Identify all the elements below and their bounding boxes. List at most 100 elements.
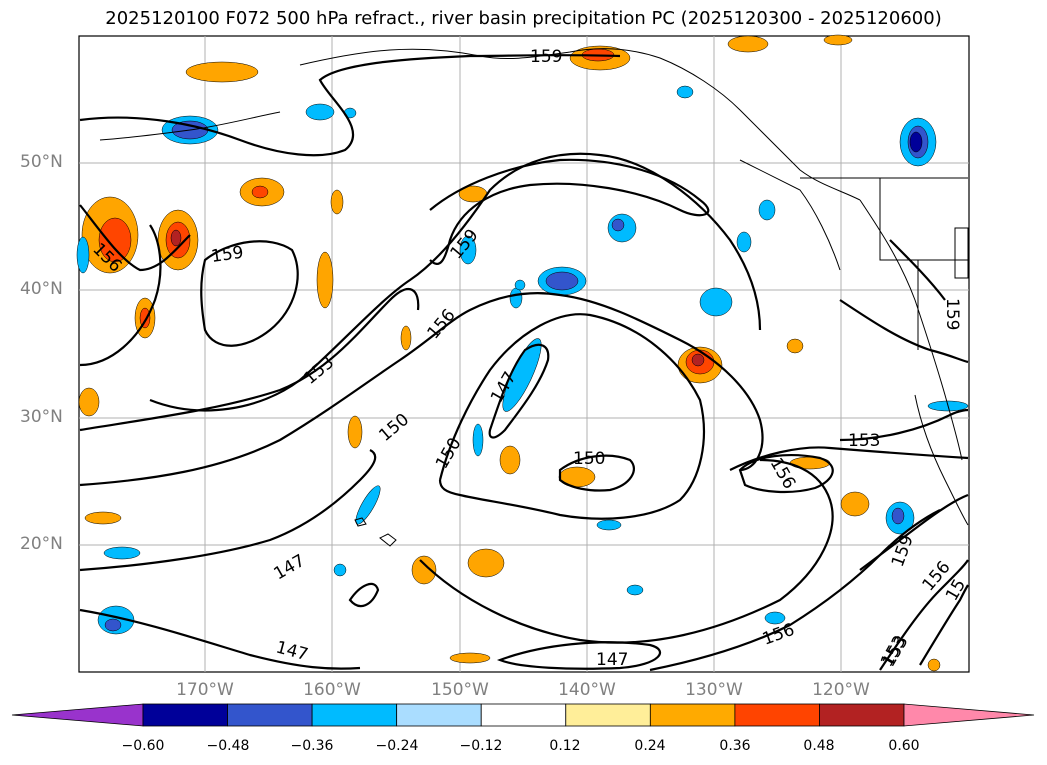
precip-blob xyxy=(76,236,90,274)
precip-blob xyxy=(347,415,363,449)
contour-156-loop xyxy=(738,454,834,494)
lon-label: 150°W xyxy=(431,680,489,700)
contour-147-inner xyxy=(488,343,550,439)
lon-label: 140°W xyxy=(558,680,616,700)
precip-blob xyxy=(736,231,752,253)
contour-159-east-2 xyxy=(889,239,946,301)
precip-blob xyxy=(840,491,870,517)
precip-blob xyxy=(514,279,526,291)
precip-blob xyxy=(333,563,347,577)
na-west-coast xyxy=(859,199,963,461)
precip-positive xyxy=(78,34,941,672)
contour-159-upper xyxy=(429,158,710,265)
aleutian-chain xyxy=(99,111,281,141)
precip-blob xyxy=(758,199,776,221)
precip-blob xyxy=(316,251,334,309)
precip-blob xyxy=(459,235,477,265)
precip-blob xyxy=(611,218,625,232)
contour-156-south xyxy=(649,509,941,672)
contour-153 xyxy=(79,288,420,432)
contour-150-island xyxy=(558,454,635,492)
contour-label: 159 xyxy=(530,47,562,67)
contour-153-south xyxy=(419,458,834,644)
contour-label: 159 xyxy=(210,243,245,267)
precip-blob xyxy=(727,35,769,53)
colorbar-tick: 0.60 xyxy=(888,738,920,754)
precip-blob xyxy=(251,185,269,199)
contour-147-bottom xyxy=(79,608,361,670)
contour-156-west xyxy=(79,224,162,367)
precip-blob xyxy=(509,287,523,309)
lat-label: 30°N xyxy=(20,407,63,427)
precip-blob xyxy=(545,271,579,291)
coastlines xyxy=(99,48,969,547)
precip-blob xyxy=(691,353,705,367)
colorbar-tick: 0.48 xyxy=(803,738,835,754)
colorbar-tick: −0.24 xyxy=(375,738,419,754)
lat-label: 40°N xyxy=(20,279,63,299)
colorbar-tick: 0.24 xyxy=(634,738,666,754)
lon-label: 160°W xyxy=(303,680,361,700)
precip-blob xyxy=(78,387,100,417)
lat-label: 20°N xyxy=(20,534,63,554)
precip-blob xyxy=(596,519,622,531)
contour-153-se xyxy=(879,559,969,671)
precip-blob xyxy=(472,423,484,457)
precip-blob xyxy=(699,287,733,317)
precip-blob xyxy=(823,34,853,46)
contour-150 xyxy=(79,292,764,487)
colorbar-tick: 0.12 xyxy=(549,738,581,754)
precip-blob xyxy=(927,658,941,672)
map-title: 2025120100 F072 500 hPa refract., river … xyxy=(105,8,942,29)
precip-blob xyxy=(84,511,122,525)
contour-159-se xyxy=(859,493,969,571)
contour-label: 153 xyxy=(848,431,880,451)
colorbar-tick: 0.36 xyxy=(719,738,751,754)
precip-blob xyxy=(305,103,335,121)
state-lines-3 xyxy=(954,227,969,279)
contour-147-ellipse xyxy=(496,641,662,670)
precip-blob xyxy=(626,584,644,596)
lon-label: 170°W xyxy=(176,680,234,700)
lon-label: 130°W xyxy=(685,680,743,700)
colorbar-tick: −0.12 xyxy=(459,738,503,754)
lat-label: 50°N xyxy=(20,152,63,172)
precip-blob xyxy=(330,189,344,215)
hawaii-island xyxy=(354,517,367,527)
bc-coast xyxy=(739,159,841,271)
precip-blob xyxy=(411,555,437,585)
precip-blob xyxy=(676,85,694,99)
precip-blob xyxy=(170,229,182,247)
precip-blob xyxy=(891,507,905,525)
precip-blob xyxy=(499,445,521,475)
precip-blob xyxy=(139,307,151,329)
colorbar-tick: −0.48 xyxy=(206,738,250,754)
precip-blob xyxy=(104,618,122,632)
contour-147-south xyxy=(79,449,377,572)
precip-blob xyxy=(764,611,786,625)
precip-blob xyxy=(786,338,804,354)
contour-150-inner xyxy=(438,313,706,520)
precip-blob xyxy=(400,325,412,351)
precip-blob xyxy=(185,61,259,83)
lon-label: 120°W xyxy=(812,680,870,700)
contour-label: 159 xyxy=(942,298,962,330)
hawaii-island xyxy=(379,533,397,547)
alaska-coast xyxy=(299,48,861,201)
baja-coast xyxy=(914,394,969,526)
colorbar-tick: −0.36 xyxy=(290,738,334,754)
contour-153-east xyxy=(839,408,969,442)
contour-156-se xyxy=(919,584,969,666)
precip-blob xyxy=(98,217,132,263)
precip-blob xyxy=(909,131,923,153)
contour-150-east xyxy=(729,446,969,471)
contour-159-east-1 xyxy=(839,299,969,364)
colorbar-tick: −0.60 xyxy=(121,738,165,754)
contour-159-west xyxy=(79,204,191,272)
contour-label: 150 xyxy=(573,449,605,469)
contour-156 xyxy=(149,152,762,412)
precip-blob xyxy=(449,652,491,664)
precip-blob xyxy=(103,546,141,560)
precip-blob xyxy=(467,548,505,578)
